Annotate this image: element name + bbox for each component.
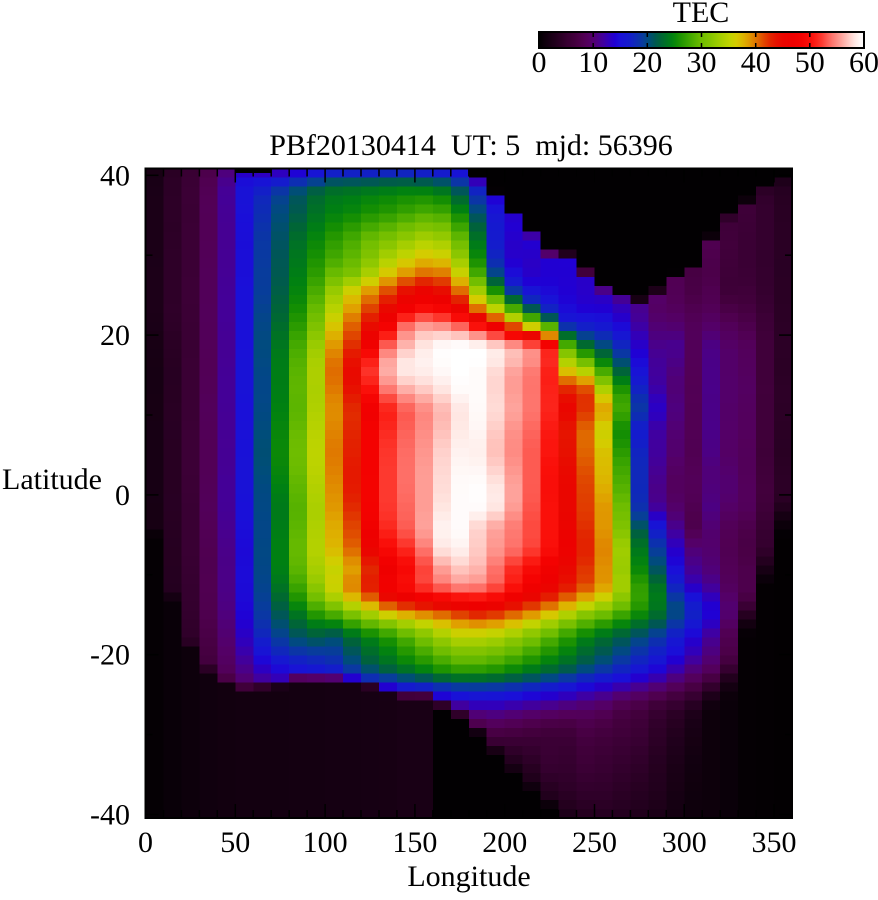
- svg-text:20: 20: [632, 46, 662, 79]
- svg-text:350: 350: [752, 826, 797, 859]
- svg-text:50: 50: [220, 826, 250, 859]
- svg-text:Longitude: Longitude: [407, 860, 530, 893]
- svg-text:0: 0: [532, 46, 547, 79]
- svg-text:40: 40: [100, 159, 130, 192]
- svg-text:150: 150: [392, 826, 437, 859]
- svg-text:30: 30: [687, 46, 717, 79]
- svg-text:-40: -40: [90, 799, 130, 832]
- svg-text:100: 100: [303, 826, 348, 859]
- svg-text:200: 200: [482, 826, 527, 859]
- svg-text:40: 40: [741, 46, 771, 79]
- svg-text:0: 0: [138, 826, 153, 859]
- svg-text:60: 60: [849, 46, 878, 79]
- svg-text:10: 10: [578, 46, 608, 79]
- svg-text:300: 300: [662, 826, 707, 859]
- svg-text:PBf20130414 UT: 5 mjd: 56396: PBf20130414 UT: 5 mjd: 56396: [269, 129, 673, 162]
- svg-text:50: 50: [795, 46, 825, 79]
- svg-text:Latitude: Latitude: [2, 463, 102, 496]
- svg-text:0: 0: [115, 479, 130, 512]
- svg-text:TEC: TEC: [673, 0, 730, 29]
- svg-text:-20: -20: [90, 639, 130, 672]
- svg-text:250: 250: [572, 826, 617, 859]
- svg-text:20: 20: [100, 319, 130, 352]
